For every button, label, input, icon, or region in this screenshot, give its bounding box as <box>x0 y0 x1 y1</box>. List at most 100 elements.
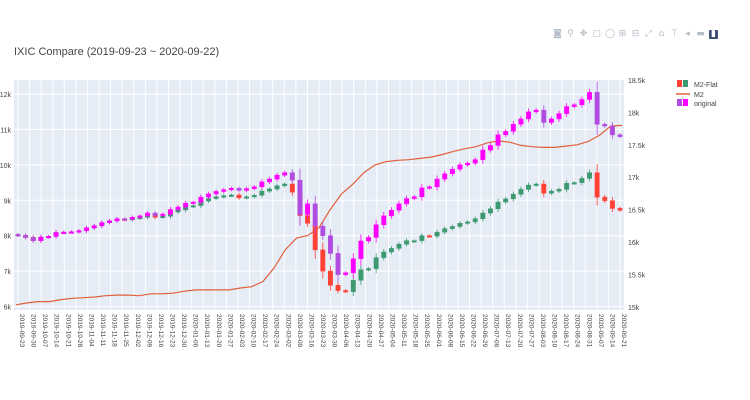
m2-flat-candle <box>495 201 501 210</box>
original-candle <box>343 272 349 275</box>
original-candle <box>190 201 196 204</box>
x-tick-label: 2020-04-20 <box>365 314 372 348</box>
y-right-tick-label: 18.5k <box>628 78 646 85</box>
m2-flat-candle <box>267 188 272 192</box>
m2-series-line <box>15 124 623 306</box>
original-candle <box>129 217 135 220</box>
x-tick-label: 2020-06-29 <box>481 314 488 348</box>
m2-flat-candle <box>381 251 387 258</box>
m2-flat-candle <box>259 190 265 196</box>
m2-flat-candle <box>373 257 379 269</box>
original-candle <box>289 172 295 181</box>
x-tick-label: 2020-02-03 <box>238 314 245 348</box>
original-candle <box>267 178 272 183</box>
m2-flat-candle <box>419 235 425 241</box>
original-candle <box>396 203 402 211</box>
x-tick-label: 2019-12-16 <box>157 314 164 348</box>
zoom-in-icon[interactable]: ⊞ <box>618 29 627 39</box>
hover-compare-icon[interactable]: ▬ <box>696 29 705 39</box>
m2-flat-candle <box>480 212 486 219</box>
x-tick-label: 2019-09-30 <box>30 314 37 348</box>
zoom-out-icon[interactable]: ⊟ <box>631 29 640 39</box>
zoom-icon[interactable]: ⚲ <box>567 29 574 39</box>
hover-closest-icon[interactable]: ◂ <box>685 29 690 39</box>
original-candle <box>541 109 547 123</box>
y-right-tick-label: 17.5k <box>628 143 646 150</box>
x-tick-label: 2020-02-17 <box>261 314 268 348</box>
m2-flat-candle <box>457 223 463 227</box>
x-tick-label: 2020-02-10 <box>250 314 257 348</box>
original-candle <box>434 178 440 188</box>
original-candle <box>510 123 516 132</box>
plotly-logo-icon[interactable]: ▮ <box>709 30 718 39</box>
m2-flat-candle <box>274 185 280 190</box>
original-candle <box>427 186 432 189</box>
x-tick-label: 2020-09-21 <box>620 314 627 348</box>
reset-axes-icon[interactable]: ⌂ <box>658 29 665 39</box>
original-candle <box>274 174 280 180</box>
original-candle <box>152 212 158 216</box>
original-candle <box>556 113 562 120</box>
x-tick-label: 2020-03-02 <box>284 314 291 348</box>
x-tick-label: 2020-01-27 <box>226 314 233 348</box>
m2-flat-candle <box>449 226 455 229</box>
m2-flat-candle <box>434 231 440 237</box>
m2-flat-candle <box>289 183 295 193</box>
autoscale-icon[interactable]: ⤢ <box>644 29 653 39</box>
original-candle <box>167 209 173 215</box>
box-select-icon[interactable]: ▢ <box>592 29 601 39</box>
x-tick-label: 2020-03-30 <box>331 314 338 348</box>
m2-flat-candle <box>335 284 341 291</box>
y-axis-left: 6k 7k 8k 9k 10k 11k 12k <box>0 92 11 311</box>
x-tick-label: 2020-07-27 <box>527 314 534 348</box>
m2-flat-candle <box>213 196 219 199</box>
y-left-tick-label: 6k <box>4 304 12 311</box>
m2-flat-candle <box>427 235 432 238</box>
legend-swatch-candle <box>677 80 682 87</box>
original-candle <box>213 191 219 195</box>
lasso-icon[interactable]: ◯ <box>605 29 616 39</box>
x-tick-label: 2020-03-23 <box>319 314 326 348</box>
x-tick-label: 2020-05-18 <box>412 314 419 348</box>
x-tick-label: 2019-12-30 <box>180 314 187 348</box>
original-candle <box>244 188 250 191</box>
original-candle <box>419 187 425 198</box>
m2-flat-candle <box>190 205 196 208</box>
m2-flat-candle <box>579 178 585 183</box>
original-candle <box>609 125 615 136</box>
original-candle <box>198 196 204 203</box>
x-tick-label: 2020-08-03 <box>539 314 546 348</box>
pan-icon[interactable]: ✥ <box>579 29 588 39</box>
x-tick-label: 2019-11-18 <box>111 314 118 347</box>
m2-flat-candle <box>236 194 242 199</box>
m2-flat-candle <box>510 194 516 200</box>
x-tick-label: 2020-06-22 <box>470 314 477 348</box>
m2-flat-candle <box>228 194 234 197</box>
original-candle <box>84 227 90 231</box>
x-tick-label: 2019-10-14 <box>53 314 60 348</box>
x-tick-label: 2019-11-04 <box>87 314 94 347</box>
original-candle <box>23 235 29 238</box>
original-candle <box>381 215 387 225</box>
x-tick-label: 2020-06-15 <box>458 314 465 348</box>
m2-flat-candle <box>244 196 250 199</box>
x-tick-label: 2019-12-09 <box>145 314 152 348</box>
m2-flat-candle <box>541 183 547 194</box>
m2-flat-candle <box>358 269 364 281</box>
original-candle <box>183 202 189 208</box>
m2-flat-candle <box>251 195 257 198</box>
original-candle <box>404 198 410 205</box>
camera-icon[interactable]: ◙ <box>553 29 562 39</box>
m2-flat-candle <box>533 183 539 186</box>
legend-label: M2-Flat <box>694 82 718 89</box>
x-tick-label: 2019-10-07 <box>41 314 48 348</box>
m2-flat-candle <box>472 218 478 223</box>
y-left-tick-label: 8k <box>4 234 12 241</box>
original-candle <box>91 225 97 229</box>
original-candle <box>206 193 211 198</box>
spike-lines-icon[interactable]: ⊤ <box>670 29 679 39</box>
legend[interactable]: M2-Flat M2 original <box>676 80 718 108</box>
m2-flat-candle <box>617 208 623 211</box>
original-candle <box>259 181 265 188</box>
y-right-tick-label: 18k <box>628 110 640 117</box>
